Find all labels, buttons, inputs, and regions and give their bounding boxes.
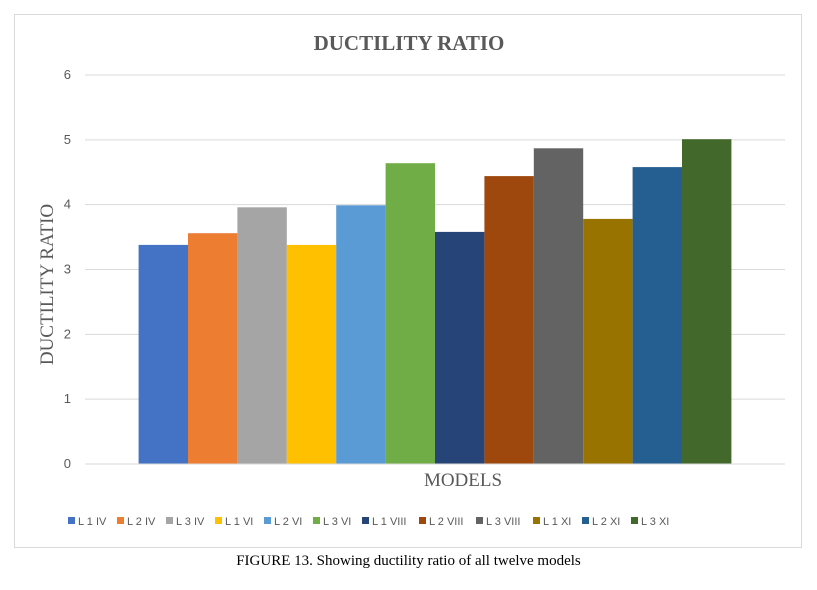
legend-label: L 2 IV: [127, 516, 156, 528]
legend-label: L 1 VI: [225, 516, 253, 528]
bar-l-1-vi: [286, 244, 337, 464]
y-tick-label: 2: [64, 326, 71, 341]
legend-swatch: [313, 517, 320, 524]
legend-label: L 2 VI: [274, 516, 302, 528]
chart-title: DUCTILITY RATIO: [314, 31, 505, 55]
y-axis-ticks: 0 1 2 3 4 5 6: [64, 67, 71, 471]
legend-label: L 2 VIII: [429, 516, 463, 528]
bar-l-3-vi: [385, 163, 435, 464]
bar-l-1-iv: [138, 244, 188, 464]
legend-swatch: [117, 517, 124, 524]
bar-l-2-iv: [188, 233, 238, 464]
legend-label: L 3 VI: [323, 516, 351, 528]
figure-caption: FIGURE 13. Showing ductility ratio of al…: [236, 553, 581, 569]
legend-swatch: [631, 517, 638, 524]
legend-label: L 3 XI: [641, 516, 669, 528]
legend-swatch: [264, 517, 271, 524]
bar-l-3-viii: [533, 148, 584, 465]
y-tick-label: 0: [64, 456, 71, 471]
legend-swatch: [166, 517, 173, 524]
legend-swatch: [533, 517, 540, 524]
legend-swatch: [215, 517, 222, 524]
legend-label: L 2 XI: [592, 516, 620, 528]
bar-l-3-xi: [682, 139, 732, 464]
legend-label: L 1 VIII: [372, 516, 406, 528]
legend-swatch: [476, 517, 483, 524]
y-tick-label: 6: [64, 67, 71, 82]
legend: L 1 IV L 2 IV L 3 IV L 1 VI L 2 VI L 3 VI L 1 …: [68, 516, 669, 528]
bar-l-1-viii: [435, 231, 485, 464]
legend-swatch: [419, 517, 426, 524]
y-tick-label: 4: [64, 197, 71, 212]
bar-l-1-xi: [583, 218, 633, 464]
legend-swatch: [362, 517, 369, 524]
bar-l-2-xi: [632, 167, 682, 464]
legend-label: L 3 VIII: [486, 516, 520, 528]
legend-label: L 1 XI: [543, 516, 571, 528]
bar-l-2-viii: [484, 176, 534, 464]
y-axis-label: DUCTILITY RATIO: [37, 204, 58, 365]
y-tick-label: 3: [64, 262, 71, 277]
y-tick-label: 5: [64, 132, 71, 147]
legend-swatch: [582, 517, 589, 524]
legend-label: L 1 IV: [78, 516, 107, 528]
legend-label: L 3 IV: [176, 516, 205, 528]
bar-l-3-iv: [237, 207, 287, 465]
legend-swatch: [68, 517, 75, 524]
bars: [138, 139, 732, 465]
x-axis-label: MODELS: [424, 470, 502, 491]
y-tick-label: 1: [64, 391, 71, 406]
bar-l-2-vi: [336, 205, 386, 465]
